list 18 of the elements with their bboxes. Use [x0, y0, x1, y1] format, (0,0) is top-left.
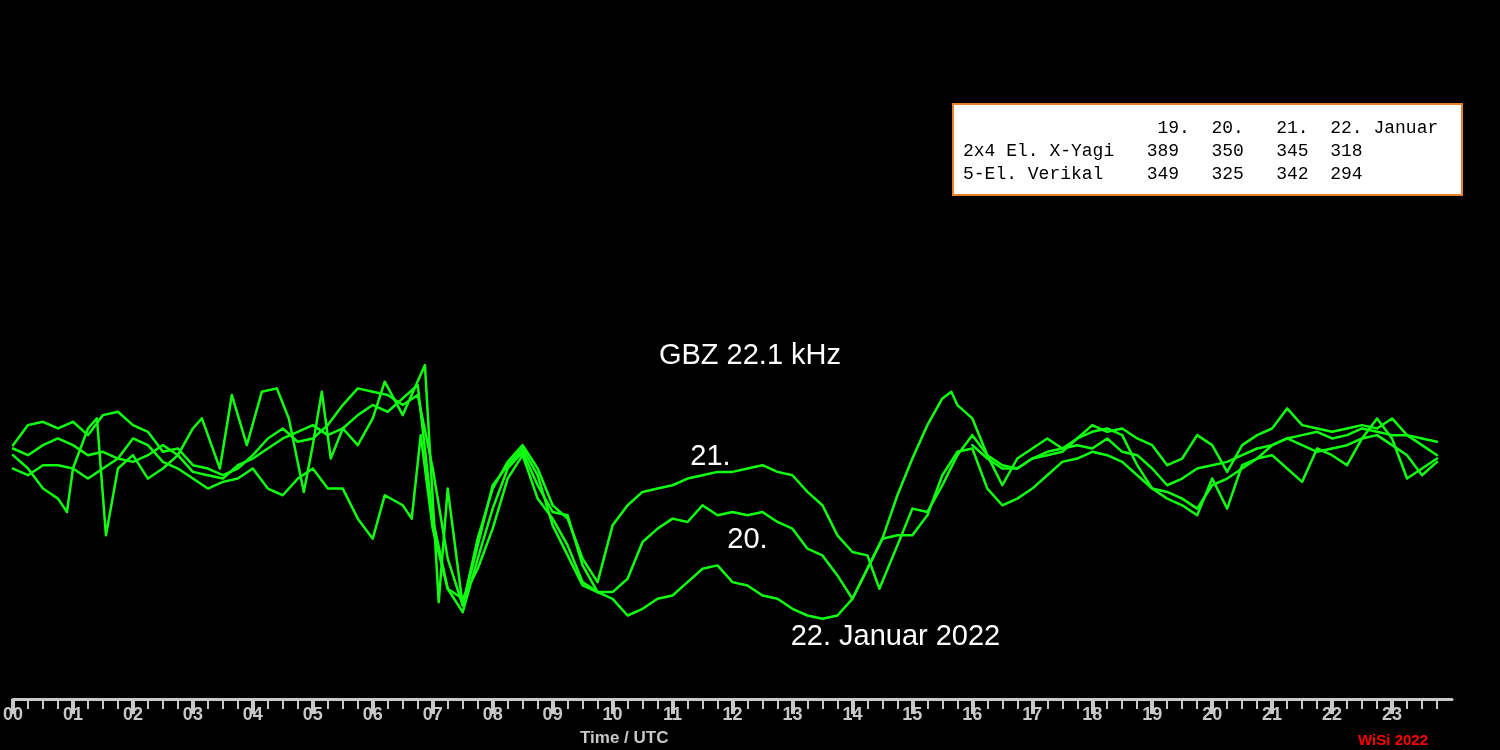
series-label: 20. [727, 521, 768, 554]
text: 19. 20. 21. 22. Januar [1156, 117, 1440, 140]
x-tick-label: 23 [1382, 704, 1403, 724]
x-tick-label: 04 [242, 704, 263, 724]
x-tick-label: 17 [1022, 704, 1043, 724]
x-tick-label: 12 [722, 704, 743, 724]
text: 5-El. Verikal 349 325 342 294 [963, 163, 1364, 186]
text: 2x4 El. X-Yagi 389 350 345 318 [963, 140, 1364, 163]
series-label: 21. [690, 439, 731, 472]
x-tick-label: 19 [1142, 704, 1163, 724]
text: WiSi 2022 [1358, 731, 1428, 748]
x-tick-label: 14 [842, 704, 863, 724]
x-tick-label: 13 [782, 704, 803, 724]
chart-title: GBZ 22.1 kHz [658, 337, 842, 370]
x-tick-label: 11 [663, 704, 683, 724]
series-label: 22. Januar 2022 [790, 619, 1001, 652]
x-tick-label: 03 [182, 704, 203, 724]
x-axis-title: Time / UTC [580, 728, 669, 747]
